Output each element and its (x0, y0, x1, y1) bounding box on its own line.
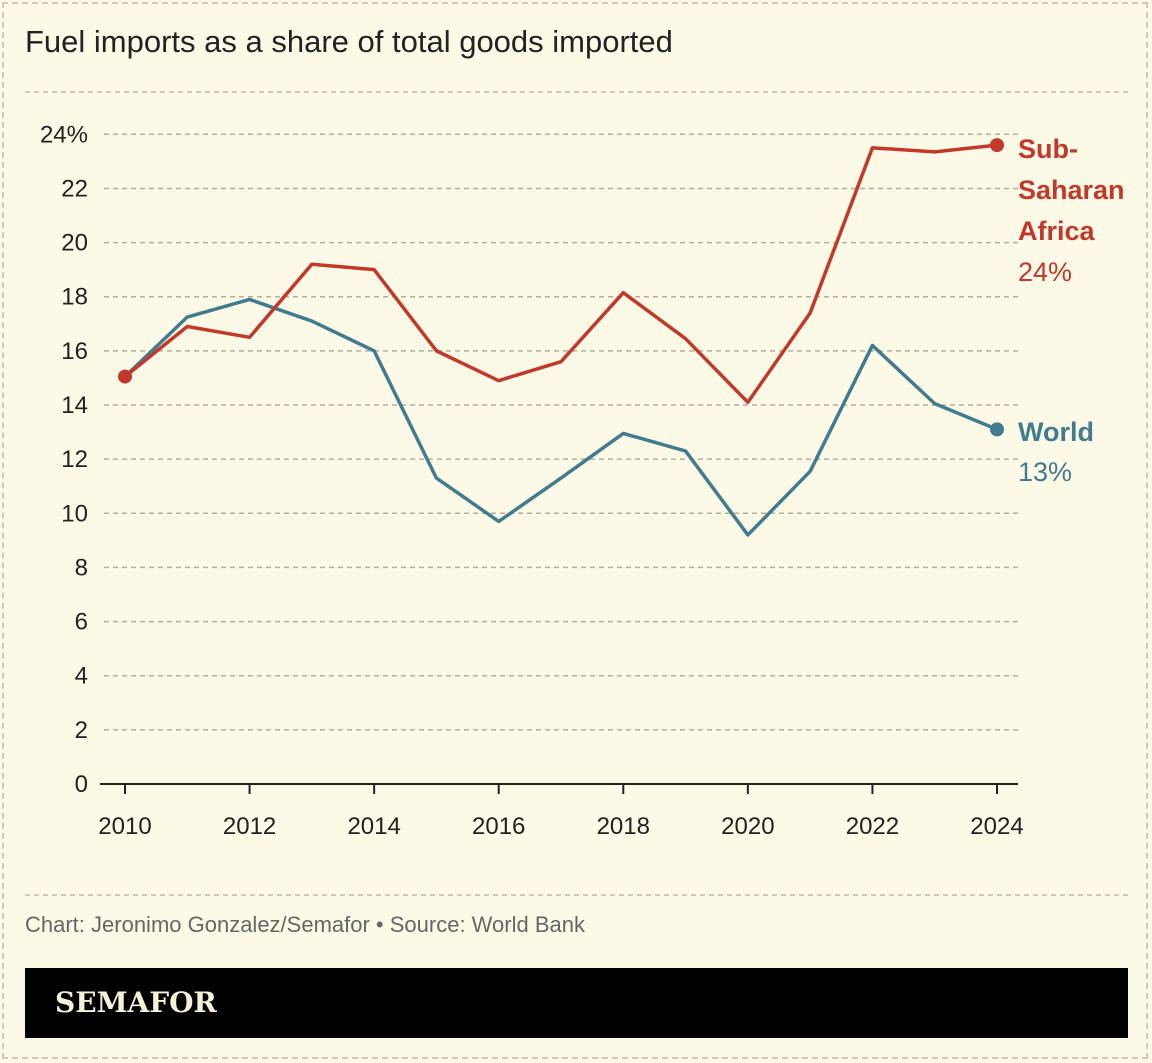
x-tick-label: 2022 (846, 813, 899, 840)
chart-title: Fuel imports as a share of total goods i… (25, 24, 673, 59)
y-tick-label: 8 (75, 554, 88, 581)
y-tick-label: 0 (75, 771, 88, 798)
x-tick-label: 2012 (223, 813, 276, 840)
y-tick-label: 24% (40, 121, 88, 148)
series-label-world: World (1018, 417, 1094, 447)
y-tick-label: 16 (61, 338, 88, 365)
y-tick-label: 22 (61, 175, 88, 202)
x-tick-label: 2016 (472, 813, 525, 840)
series-label-sub-saharan-africa: Sub- (1018, 134, 1078, 164)
y-tick-label: 6 (75, 609, 88, 636)
y-tick-label: 10 (61, 500, 88, 527)
end-point-marker (990, 422, 1004, 437)
series-label-sub-saharan-africa: Africa (1018, 216, 1096, 246)
end-point-marker (990, 138, 1004, 153)
series-line-world (123, 297, 998, 537)
x-tick-label: 2024 (970, 813, 1023, 840)
y-tick-label: 2 (75, 717, 88, 744)
y-tick-label: 14 (61, 392, 88, 419)
series-label-sub-saharan-africa: Saharan (1018, 175, 1125, 205)
start-point-marker (118, 369, 132, 384)
x-tick-label: 2014 (347, 813, 400, 840)
end-value-label: 13% (1018, 457, 1072, 487)
x-tick-label: 2020 (721, 813, 774, 840)
source-credit: Chart: Jeronimo Gonzalez/Semafor • Sourc… (25, 912, 585, 937)
x-tick-label: 2018 (597, 813, 650, 840)
brand-bar: SEMAFOR (25, 968, 1128, 1038)
y-tick-label: 20 (61, 230, 88, 257)
y-tick-label: 12 (61, 446, 88, 473)
y-tick-label: 4 (75, 663, 88, 690)
semafor-logo: SEMAFOR (55, 986, 217, 1019)
y-tick-label: 18 (61, 284, 88, 311)
end-value-label: 24% (1018, 257, 1072, 287)
series-line-sub-saharan-africa (123, 143, 998, 405)
x-tick-label: 2010 (98, 813, 151, 840)
